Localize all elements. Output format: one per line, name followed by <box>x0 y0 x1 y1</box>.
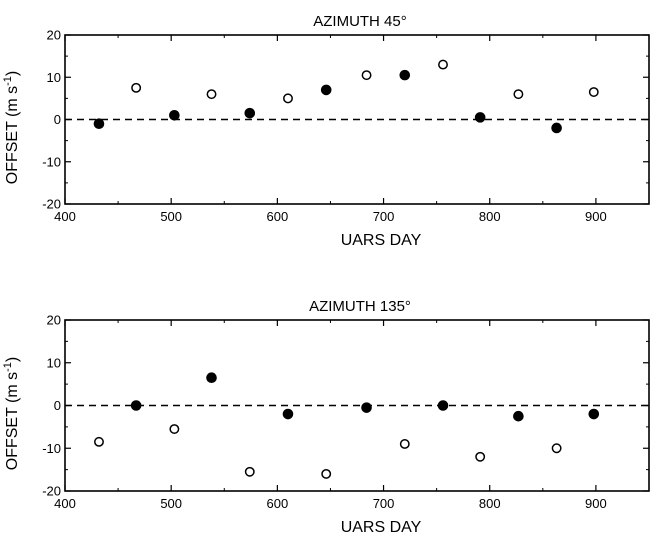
y-axis-label: OFFSET (m s-1) <box>2 357 21 470</box>
filled-data-point <box>361 402 372 413</box>
filled-data-point <box>474 112 486 123</box>
filled-data-point <box>399 69 411 81</box>
x-tick-label: 700 <box>373 496 395 511</box>
y-tick-label: 10 <box>47 355 61 370</box>
y-tick-label: -10 <box>42 441 61 456</box>
y-tick-label: -20 <box>42 484 61 499</box>
filled-data-point <box>282 408 294 420</box>
open-data-point <box>588 87 599 97</box>
x-tick-label: 400 <box>54 496 76 511</box>
y-tick-label: 20 <box>47 313 61 328</box>
chart-panel-2: AZIMUTH 135° 400 500 600 700 800 900 20 10 0 -10 -2… <box>2 298 650 536</box>
filled-data-point <box>93 118 105 130</box>
open-data-point <box>475 451 486 462</box>
open-data-point <box>438 59 448 70</box>
open-data-point <box>399 439 410 449</box>
x-tick-label: 500 <box>160 209 182 224</box>
y-tick-label: 0 <box>54 112 61 127</box>
filled-data-point <box>244 107 256 119</box>
y-axis-label: OFFSET (m s-1) <box>2 71 21 184</box>
y-tick-label: 20 <box>47 28 61 43</box>
x-axis-label: UARS DAY <box>341 519 422 536</box>
open-data-point <box>169 424 180 434</box>
x-tick-label: 600 <box>267 496 289 511</box>
open-data-point <box>131 82 142 93</box>
x-tick-label: 900 <box>585 209 607 224</box>
filled-data-point <box>513 410 524 422</box>
x-tick-label: 400 <box>54 209 76 224</box>
x-tick-label: 600 <box>267 209 289 224</box>
x-tick-label: 800 <box>479 209 501 224</box>
open-data-point <box>513 89 524 100</box>
filled-data-point <box>130 400 142 411</box>
open-data-point <box>94 436 104 447</box>
filled-data-point <box>437 400 449 411</box>
chart-title: AZIMUTH 45° <box>313 13 407 30</box>
open-data-point <box>244 466 255 477</box>
x-tick-label: 500 <box>160 496 182 511</box>
x-tick-label: 800 <box>479 496 501 511</box>
filled-data-point <box>320 84 332 96</box>
open-data-point <box>283 93 293 104</box>
filled-data-point <box>206 372 217 384</box>
y-tick-label: 10 <box>47 70 61 85</box>
open-data-point <box>361 70 372 81</box>
y-tick-label: -10 <box>42 154 61 169</box>
chart-title: AZIMUTH 135° <box>309 298 411 315</box>
open-data-point <box>321 468 332 479</box>
filled-data-point <box>588 408 600 420</box>
filled-data-point <box>551 122 562 134</box>
y-tick-label: -20 <box>42 197 61 212</box>
x-tick-label: 700 <box>373 209 395 224</box>
chart-panel-1: AZIMUTH 45° 400 500 600 700 800 900 20 10 0 -10 -20… <box>2 13 650 249</box>
open-data-point <box>551 443 562 454</box>
x-tick-label: 900 <box>585 496 607 511</box>
open-data-point <box>206 89 217 100</box>
x-axis-label: UARS DAY <box>341 232 422 249</box>
filled-data-point <box>169 109 180 121</box>
y-tick-label: 0 <box>54 398 61 413</box>
